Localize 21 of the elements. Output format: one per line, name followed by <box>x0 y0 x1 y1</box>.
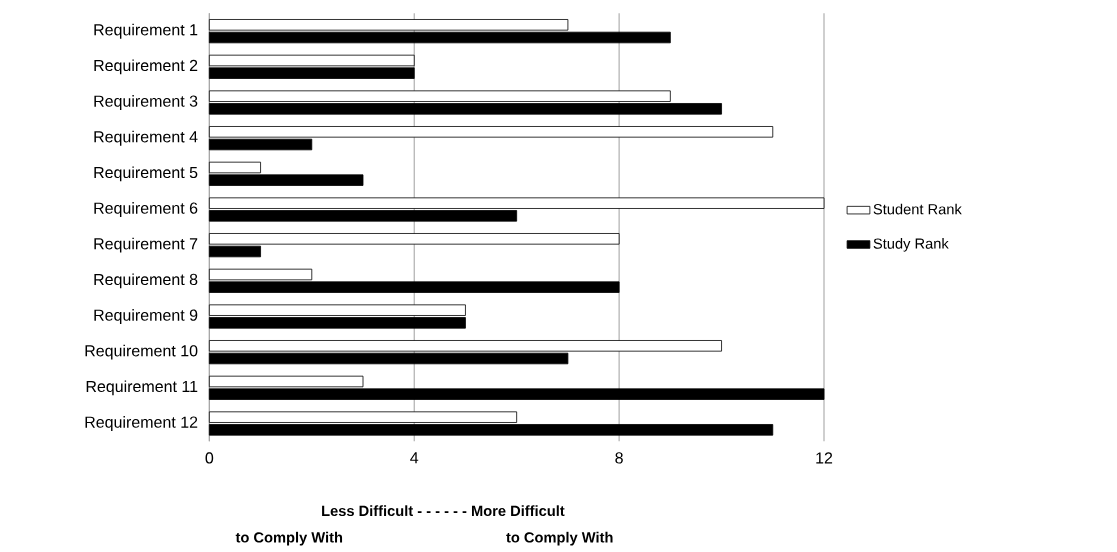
y-tick-label: Requirement 6 <box>94 202 198 217</box>
x-tick-label: 8 <box>615 452 623 464</box>
legend-label: Study Rank <box>873 238 949 252</box>
y-tick-label: Requirement 2 <box>94 59 198 75</box>
y-tick-label: Requirement 8 <box>94 273 198 289</box>
legend-label: Student Rank <box>873 203 962 215</box>
text: to Comply With <box>506 531 613 546</box>
y-tick-label: Requirement 12 <box>85 416 198 431</box>
text: to Comply With <box>235 531 343 546</box>
x-tick-label: 4 <box>410 452 419 464</box>
y-tick-label: Requirement 11 <box>86 380 198 396</box>
y-tick-label: Requirement 3 <box>94 95 198 110</box>
y-tick-label: Requirement 1 <box>94 23 198 39</box>
x-tick-label: 12 <box>816 452 833 464</box>
y-tick-label: Requirement 5 <box>94 166 198 182</box>
y-tick-label: Requirement 10 <box>85 344 198 360</box>
x-tick-label: 0 <box>205 452 214 464</box>
y-tick-label: Requirement 4 <box>94 130 198 146</box>
y-tick-label: Requirement 7 <box>94 237 198 253</box>
x-axis-title: Less Difficult - - - - - - More Difficult <box>322 505 565 517</box>
y-tick-label: Requirement 9 <box>94 309 198 324</box>
